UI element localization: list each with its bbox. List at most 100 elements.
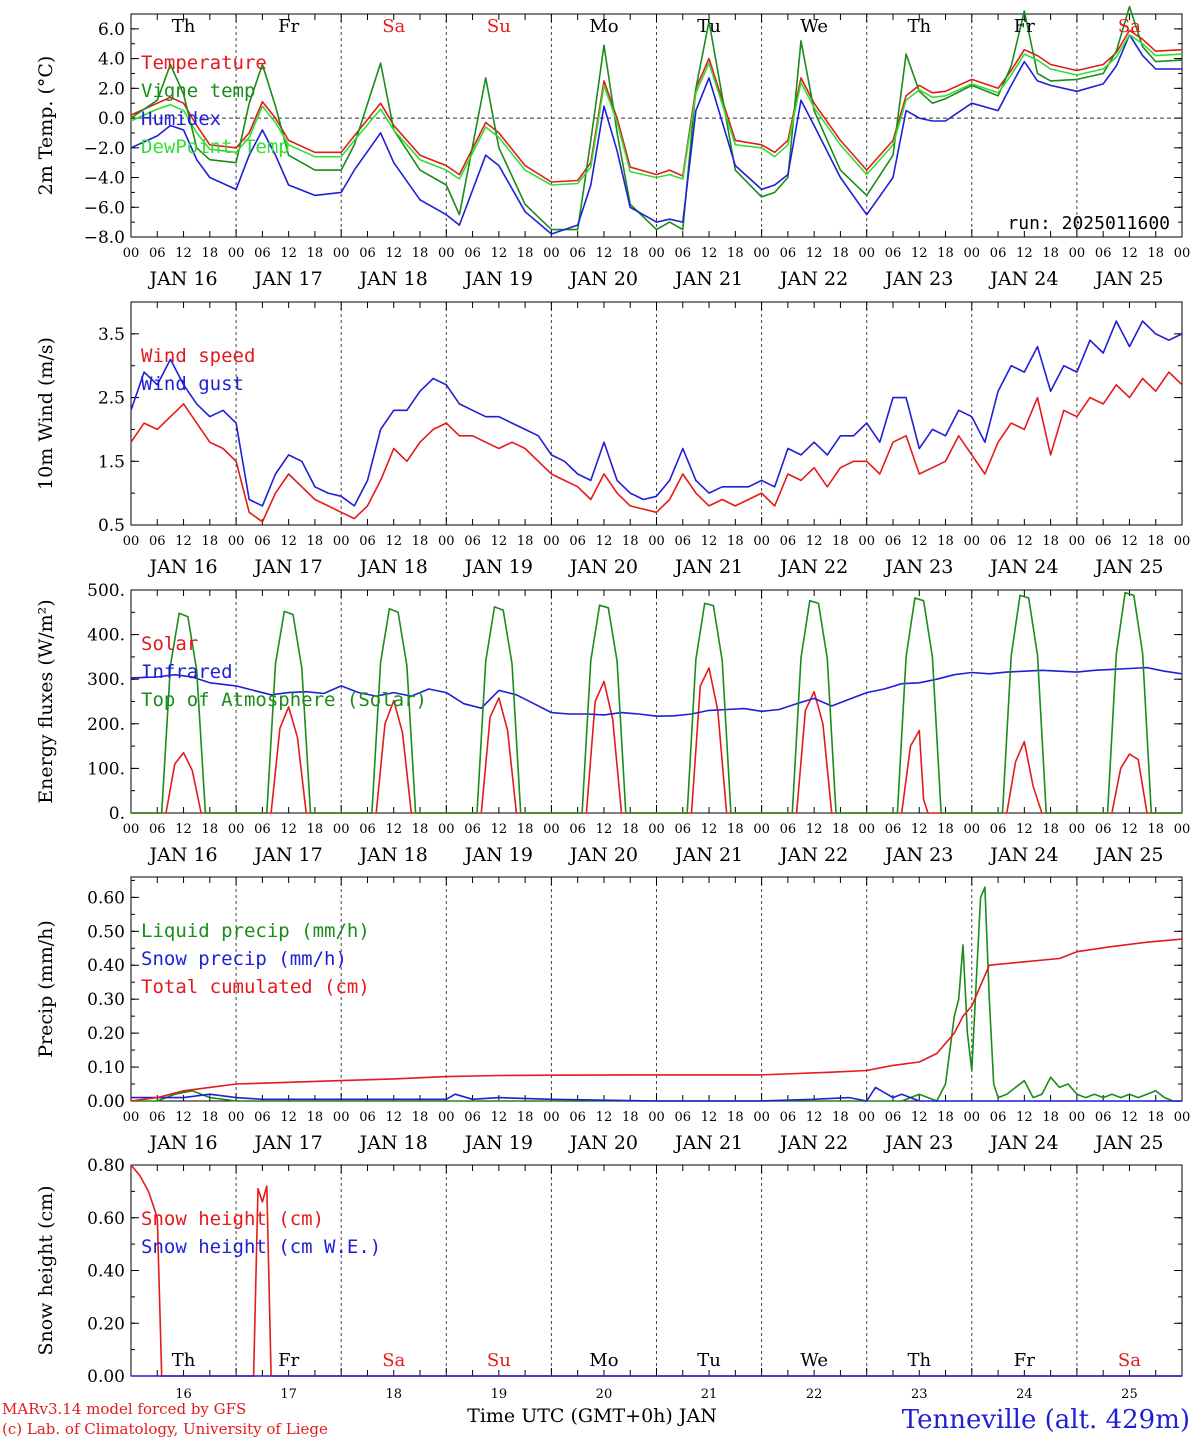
x-hour-label: 06: [990, 534, 1007, 549]
legend-entry: Top of Atmosphere (Solar): [141, 689, 427, 711]
x-hour-label: 00: [648, 1110, 665, 1125]
x-hour-label: 18: [412, 534, 429, 549]
x-date-label: JAN 20: [568, 1132, 638, 1154]
x-hour-label: 18: [727, 246, 744, 261]
x-hour-label: 06: [1095, 1110, 1112, 1125]
x-date-label: JAN 17: [253, 1132, 323, 1154]
x-hour-label: 12: [911, 534, 928, 549]
x-hour-label: 06: [885, 1110, 902, 1125]
weekday-label: Th: [907, 16, 931, 37]
x-hour-label: 00: [753, 534, 770, 549]
x-hour-label: 12: [385, 822, 402, 837]
y-tick-label: 4.0: [98, 50, 125, 70]
x-hour-label: 18: [727, 1110, 744, 1125]
x-date-label: JAN 19: [463, 844, 533, 866]
x-hour-label: 12: [491, 534, 508, 549]
x-date-label: JAN 16: [147, 844, 217, 866]
x-hour-label: 12: [1121, 822, 1138, 837]
credits-line-1: MARv3.14 model forced by GFS: [2, 1400, 246, 1418]
x-hour-label: 12: [911, 1110, 928, 1125]
y-tick-label: 200.: [87, 715, 125, 735]
x-hour-label: 12: [175, 534, 192, 549]
x-date-label: JAN 18: [358, 844, 428, 866]
x-hour-label: 12: [280, 822, 297, 837]
x-hour-label: 00: [123, 246, 140, 261]
legend-entry: DewPoint Temp: [141, 136, 290, 158]
x-hour-label: 18: [622, 534, 639, 549]
x-hour-label: 18: [937, 534, 954, 549]
x-hour-label: 12: [596, 1110, 613, 1125]
y-axis-label: Snow height (cm): [35, 1185, 57, 1355]
x-hour-label: 12: [280, 1110, 297, 1125]
x-hour-label: 06: [885, 246, 902, 261]
panel-precip: 0.00 0.10 0.20 0.30 0.40 0.50 0.60 Precip (mm/h…: [35, 876, 1190, 1154]
x-hour-label: 06: [359, 246, 376, 261]
weekday-label: Fr: [278, 1350, 299, 1371]
y-tick-label: 0.5: [98, 516, 125, 536]
y-tick-label: 400.: [87, 626, 125, 646]
x-hour-label: 12: [1121, 534, 1138, 549]
x-hour-label: 00: [228, 822, 245, 837]
weekday-label: Su: [487, 1350, 511, 1371]
x-hour-label: 12: [701, 1110, 718, 1125]
x-hour-label: 00: [123, 1110, 140, 1125]
x-date-label: JAN 25: [1093, 844, 1163, 866]
y-tick-label: −4.0: [84, 169, 125, 189]
x-day-number: 20: [596, 1387, 613, 1402]
x-hour-label: 12: [806, 534, 823, 549]
y-tick-label: 300.: [87, 670, 125, 690]
x-day-number: 25: [1121, 1387, 1138, 1402]
x-date-label: JAN 19: [463, 268, 533, 290]
y-tick-label: 0.40: [87, 956, 125, 976]
x-date-label: JAN 22: [778, 844, 848, 866]
x-hour-label: 18: [517, 246, 534, 261]
legend-entry: Humidex: [141, 108, 221, 130]
legend-entry: Wind speed: [141, 345, 255, 367]
x-hour-label: 06: [780, 822, 797, 837]
y-tick-label: 0.20: [87, 1314, 125, 1334]
x-hour-label: 00: [1174, 246, 1191, 261]
x-hour-label: 06: [780, 534, 797, 549]
legend-entry: Snow height (cm W.E.): [141, 1236, 381, 1258]
x-hour-label: 12: [491, 1110, 508, 1125]
x-hour-label: 18: [832, 822, 849, 837]
x-hour-label: 12: [175, 822, 192, 837]
x-date-label: JAN 23: [883, 268, 953, 290]
x-hour-label: 06: [464, 1110, 481, 1125]
x-hour-label: 00: [333, 246, 350, 261]
y-tick-label: 2.0: [98, 79, 125, 99]
x-hour-label: 06: [990, 1110, 1007, 1125]
x-day-number: 17: [280, 1387, 297, 1402]
x-date-label: JAN 19: [463, 1132, 533, 1154]
x-date-label: JAN 21: [673, 844, 743, 866]
x-hour-label: 12: [806, 822, 823, 837]
weekday-label: Th: [907, 1350, 931, 1371]
legend-entry: Total cumulated (cm): [141, 976, 370, 998]
meteogram-panels: 6.0 4.0 2.0 0.0 −2.0 −4.0 −6.0 −8.0 2m Temp. (°C…: [35, 5, 1191, 1402]
x-hour-label: 06: [254, 246, 271, 261]
x-hour-label: 00: [543, 534, 560, 549]
x-day-number: 22: [806, 1387, 823, 1402]
x-hour-label: 00: [858, 1110, 875, 1125]
x-hour-label: 06: [569, 534, 586, 549]
legend-entry: Solar: [141, 633, 198, 655]
series-line-liquid-precip-mm-h: [131, 886, 1182, 1102]
x-date-label: JAN 21: [673, 268, 743, 290]
x-hour-label: 06: [464, 246, 481, 261]
x-day-number: 16: [175, 1387, 192, 1402]
y-tick-label: 0.80: [87, 1156, 125, 1176]
y-axis-label: 10m Wind (m/s): [35, 337, 57, 490]
x-hour-label: 06: [1095, 246, 1112, 261]
series-line-wind-speed: [130, 371, 1183, 523]
x-date-label: JAN 16: [147, 268, 217, 290]
x-date-label: JAN 24: [988, 268, 1058, 290]
y-tick-label: 6.0: [98, 20, 125, 40]
x-hour-label: 00: [438, 822, 455, 837]
x-hour-label: 18: [727, 534, 744, 549]
y-tick-label: 0.50: [87, 922, 125, 942]
x-day-number: 24: [1016, 1387, 1033, 1402]
x-hour-label: 00: [648, 534, 665, 549]
x-hour-label: 06: [254, 1110, 271, 1125]
x-hour-label: 06: [675, 246, 692, 261]
